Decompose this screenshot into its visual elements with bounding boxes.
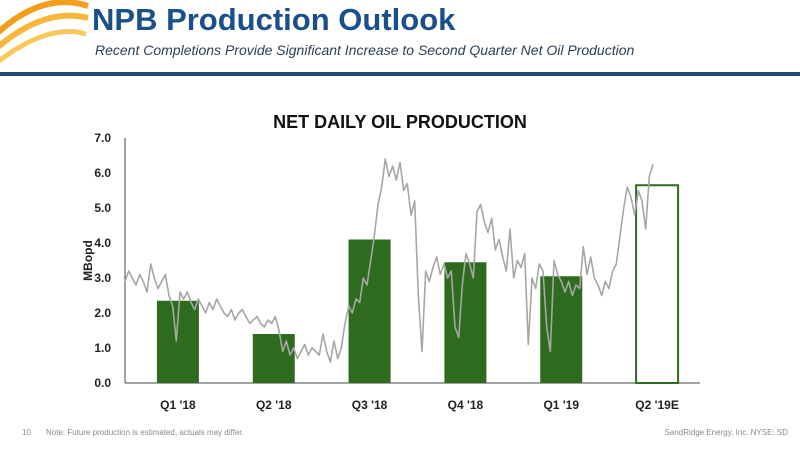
page-subtitle: Recent Completions Provide Significant I… xyxy=(95,42,635,58)
y-tick-label: 4.0 xyxy=(94,236,111,250)
header-divider xyxy=(0,72,800,76)
company-ticker: SandRidge Energy, Inc. NYSE: SD xyxy=(664,428,788,437)
y-tick-label: 0.0 xyxy=(94,376,111,390)
chart-title: NET DAILY OIL PRODUCTION xyxy=(273,112,527,132)
x-tick-label: Q1 '18 xyxy=(160,398,196,412)
bar xyxy=(635,184,680,384)
y-tick-label: 3.0 xyxy=(94,271,111,285)
bar xyxy=(444,262,487,383)
y-tick-label: 5.0 xyxy=(94,201,111,215)
company-logo xyxy=(0,0,89,64)
y-tick-label: 1.0 xyxy=(94,341,111,355)
y-tick-label: 7.0 xyxy=(94,131,111,145)
y-tick-label: 2.0 xyxy=(94,306,111,320)
x-tick-label: Q2 '19E xyxy=(635,398,679,412)
daily-production-line xyxy=(124,158,654,363)
logo-arc-1 xyxy=(0,0,89,35)
page-number: 10 xyxy=(22,428,31,437)
y-tick-label: 6.0 xyxy=(94,166,111,180)
bar xyxy=(348,239,391,383)
bar xyxy=(252,334,295,383)
x-tick-label: Q2 '18 xyxy=(256,398,292,412)
x-tick-label: Q4 '18 xyxy=(448,398,484,412)
footer-note: Note: Future production is estimated, ac… xyxy=(46,428,244,437)
x-tick-label: Q1 '19 xyxy=(543,398,579,412)
logo-arc-2 xyxy=(0,12,89,50)
y-axis-label: MBopd xyxy=(81,240,95,281)
page-title: NPB Production Outlook xyxy=(92,2,456,37)
x-tick-label: Q3 '18 xyxy=(352,398,388,412)
logo-arc-3 xyxy=(0,29,87,64)
